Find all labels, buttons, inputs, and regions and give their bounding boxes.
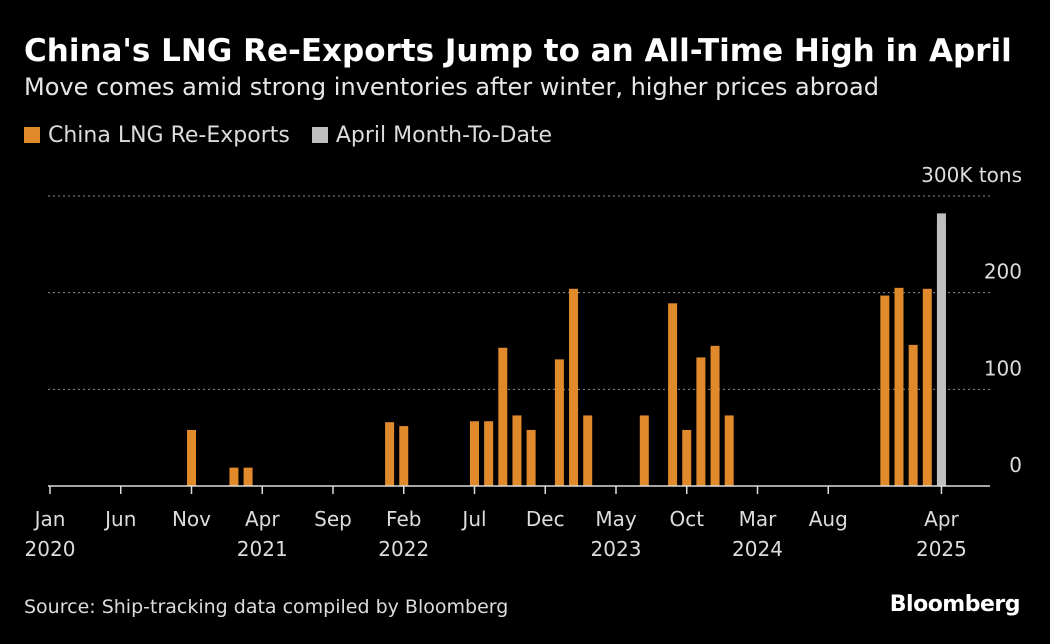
bar-re-exports-18 — [724, 415, 734, 486]
legend-swatch-month-to-date — [311, 127, 328, 143]
bar-re-exports-3 — [385, 422, 395, 486]
x-tick-label-12: Apr — [924, 507, 959, 531]
bar-re-exports-9 — [526, 429, 536, 486]
x-tick-year-10: 2024 — [732, 537, 783, 561]
legend-label-re-exports: China LNG Re-Exports — [48, 122, 290, 148]
bar-re-exports-7 — [498, 347, 508, 486]
x-tick-label-5: Feb — [386, 507, 421, 531]
bar-re-exports-2 — [243, 467, 253, 486]
legend: China LNG Re-Exports April Month-To-Date — [24, 120, 574, 150]
x-tick-year-3: 2021 — [237, 537, 288, 561]
bloomberg-logo: Bloomberg — [889, 592, 1021, 617]
bar-re-exports-4 — [399, 426, 409, 486]
bar-re-exports-6 — [484, 421, 494, 486]
y-tick-label-100: 100 — [984, 356, 1022, 380]
bar-re-exports-11 — [569, 288, 579, 486]
x-tick-year-8: 2023 — [591, 537, 642, 561]
x-tick-label-2: Nov — [172, 507, 211, 531]
bar-re-exports-0 — [187, 429, 196, 486]
x-tick-year-12: 2025 — [916, 537, 967, 561]
bar-re-exports-13 — [639, 415, 649, 486]
y-tick-label-300: 300K tons — [921, 163, 1022, 187]
source-note: Source: Ship-tracking data compiled by B… — [24, 596, 509, 618]
x-tick-label-1: Jun — [103, 507, 136, 531]
legend-item-month-to-date: April Month-To-Date — [311, 122, 553, 148]
bar-re-exports-10 — [554, 359, 564, 486]
bar-re-exports-12 — [583, 415, 593, 486]
bar-re-exports-1 — [229, 467, 239, 486]
y-tick-label-0: 0 — [1009, 453, 1022, 477]
legend-swatch-re-exports — [24, 127, 40, 143]
x-tick-label-9: Oct — [669, 507, 704, 531]
bar-re-exports-20 — [894, 287, 904, 486]
x-tick-label-6: Jul — [460, 507, 486, 531]
x-tick-label-3: Apr — [245, 507, 280, 531]
x-tick-label-10: Mar — [739, 507, 778, 531]
bar-re-exports-22 — [922, 288, 932, 486]
x-tick-label-8: May — [595, 507, 637, 531]
x-tick-label-0: Jan — [33, 507, 66, 531]
x-tick-year-0: 2020 — [25, 537, 76, 561]
bar-month-to-date-0 — [936, 213, 946, 486]
x-tick-label-7: Dec — [526, 507, 565, 531]
x-tick-year-5: 2022 — [378, 537, 429, 561]
x-tick-label-11: Aug — [809, 507, 848, 531]
bar-re-exports-21 — [908, 344, 918, 486]
bar-re-exports-17 — [710, 345, 720, 486]
bar-re-exports-15 — [682, 429, 692, 486]
legend-item-re-exports: China LNG Re-Exports — [24, 123, 290, 148]
chart-subtitle: Move comes amid strong inventories after… — [24, 73, 879, 101]
chart-title: China's LNG Re-Exports Jump to an All-Ti… — [24, 33, 1012, 69]
x-tick-label-4: Sep — [314, 507, 352, 531]
bar-re-exports-19 — [880, 295, 890, 486]
bar-re-exports-16 — [696, 357, 706, 486]
bar-re-exports-5 — [470, 421, 479, 486]
legend-label-month-to-date: April Month-To-Date — [335, 122, 553, 148]
bar-re-exports-8 — [512, 415, 522, 486]
bar-re-exports-14 — [668, 303, 678, 486]
y-tick-label-200: 200 — [984, 260, 1022, 284]
